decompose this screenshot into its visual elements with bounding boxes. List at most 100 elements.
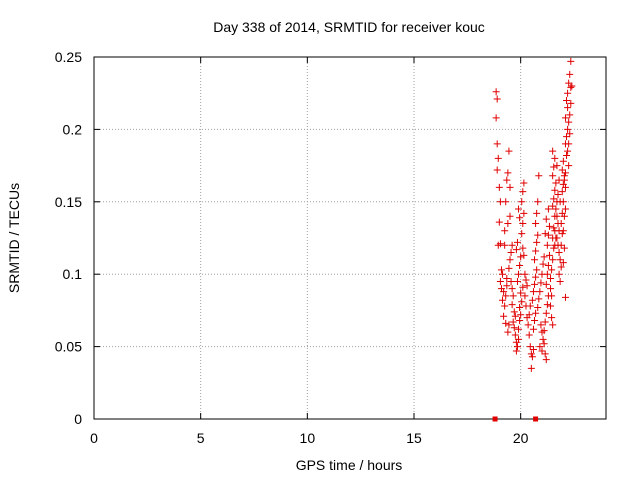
data-point [529, 325, 537, 333]
data-point [507, 248, 515, 256]
data-point [513, 277, 521, 285]
data-point [507, 277, 515, 285]
data-point [551, 241, 559, 249]
data-point [560, 244, 568, 252]
data-point [553, 212, 561, 220]
data-point [544, 205, 552, 213]
data-point [564, 104, 572, 112]
data-point [506, 183, 514, 191]
data-point [536, 343, 544, 351]
x-tick-label: 0 [90, 430, 98, 446]
y-tick-label: 0.25 [55, 49, 82, 65]
data-point [508, 241, 516, 249]
x-tick-label: 20 [513, 430, 529, 446]
data-point [538, 347, 546, 355]
data-point [520, 251, 528, 259]
plot-frame [93, 56, 607, 420]
data-point [549, 256, 557, 264]
data-point [510, 324, 518, 332]
data-point [549, 147, 557, 155]
data-point [561, 183, 569, 191]
data-point-square [533, 416, 539, 422]
data-point [515, 335, 523, 343]
data-point-square [492, 416, 498, 422]
data-point [549, 172, 557, 180]
data-point [563, 133, 571, 141]
data-point [533, 209, 541, 217]
data-point [548, 266, 556, 274]
data-point [532, 309, 540, 317]
data-point [510, 308, 518, 316]
data-point [567, 83, 575, 91]
x-tick-label: 10 [300, 430, 316, 446]
data-point [547, 275, 555, 283]
data-point [506, 256, 514, 264]
data-point [566, 70, 574, 78]
data-point [516, 214, 524, 222]
data-point [516, 262, 524, 270]
data-point [503, 282, 511, 290]
data-point [535, 295, 543, 303]
data-point [534, 304, 542, 312]
data-point [494, 241, 502, 249]
data-point [509, 318, 517, 326]
data-point [509, 292, 517, 300]
data-point [531, 280, 539, 288]
data-point [565, 140, 573, 148]
data-point [558, 188, 566, 196]
data-point [536, 288, 544, 296]
data-point [513, 343, 521, 351]
data-point [552, 179, 560, 187]
data-point [506, 212, 514, 220]
data-point [551, 154, 559, 162]
data-point [499, 296, 507, 304]
data-point [531, 317, 539, 325]
data-point [515, 205, 523, 213]
data-point [556, 277, 564, 285]
data-point [565, 118, 573, 126]
data-point [566, 130, 574, 138]
data-point [554, 191, 562, 199]
data-point [518, 298, 526, 306]
y-tick-label: 0.15 [55, 194, 82, 210]
data-point [518, 198, 526, 206]
data-point [508, 285, 516, 293]
data-point [541, 350, 549, 358]
data-point [521, 270, 529, 278]
data-point [527, 364, 535, 372]
data-point [557, 220, 565, 228]
data-point [545, 251, 553, 259]
data-point [567, 57, 575, 65]
data-point [492, 88, 500, 96]
data-point [548, 314, 556, 322]
data-point [520, 179, 528, 187]
data-point [533, 238, 541, 246]
data-point [535, 172, 543, 180]
x-axis-label: GPS time / hours [296, 457, 403, 473]
data-point [547, 285, 555, 293]
tick-marks [93, 56, 606, 420]
data-point [533, 266, 541, 274]
data-point [493, 140, 501, 148]
data-point [544, 231, 552, 239]
data-point [543, 241, 551, 249]
data-point [540, 253, 548, 261]
data-point [556, 198, 564, 206]
data-point [515, 325, 523, 333]
data-point [549, 321, 557, 329]
data-point [564, 89, 572, 97]
data-point [547, 302, 555, 310]
data-point [543, 270, 551, 278]
data-point [545, 222, 553, 230]
data-point [520, 209, 528, 217]
data-point [524, 321, 532, 329]
data-point [505, 264, 513, 272]
x-tick-label: 15 [406, 430, 422, 446]
data-point [527, 350, 535, 358]
data-point [528, 296, 536, 304]
data-point [492, 114, 500, 122]
data-point [557, 263, 565, 271]
data-point [566, 111, 574, 119]
data-point [525, 331, 533, 339]
